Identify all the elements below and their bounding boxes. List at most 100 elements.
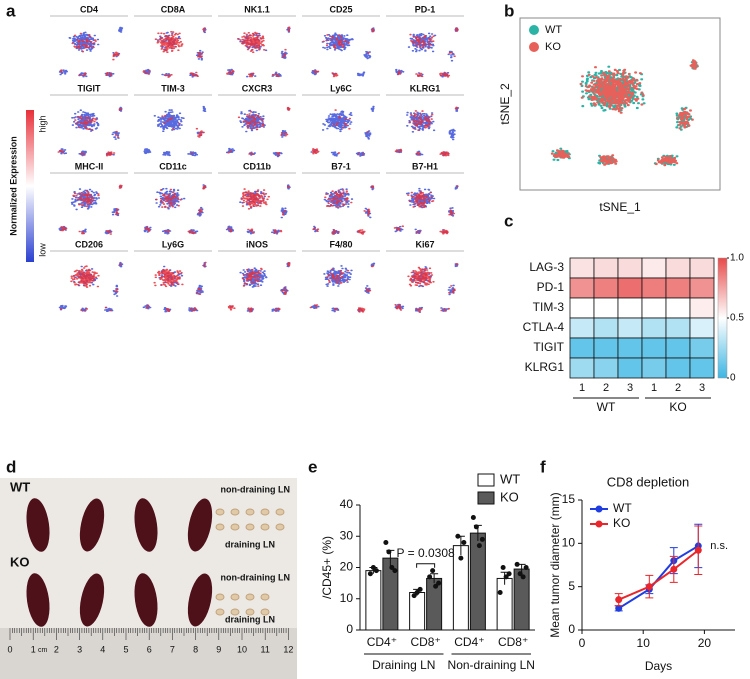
ln-label: non-draining LN bbox=[221, 484, 291, 494]
ruler-label: 2 bbox=[54, 644, 59, 654]
tsne-cells bbox=[225, 184, 291, 235]
lymph-node bbox=[245, 608, 255, 616]
ruler-label: 11 bbox=[261, 644, 270, 654]
data-point bbox=[430, 568, 436, 574]
lymph-node bbox=[230, 608, 240, 616]
x-tick-label: 20 bbox=[698, 636, 712, 650]
row-label: TIGIT bbox=[533, 340, 564, 354]
ruler-label: 7 bbox=[170, 644, 175, 654]
tsne-cells bbox=[310, 105, 375, 157]
chart-title: CD8 depletion bbox=[607, 474, 689, 489]
data-point bbox=[414, 590, 420, 595]
lymph-node bbox=[230, 593, 240, 601]
lymph-node bbox=[245, 508, 255, 516]
tsne-xlabel: tSNE_1 bbox=[599, 200, 641, 214]
marker-label: Ly6C bbox=[330, 83, 352, 93]
tsne-cells-high bbox=[145, 261, 207, 312]
bar bbox=[409, 592, 426, 631]
column-label: 2 bbox=[603, 382, 609, 394]
tsne-cells bbox=[394, 263, 459, 313]
marker-label: Ly6G bbox=[162, 239, 184, 249]
ln-label: draining LN bbox=[225, 614, 275, 624]
y-tick-label: 5 bbox=[568, 579, 575, 593]
column-label: 1 bbox=[579, 382, 585, 394]
colorbar-label: 0.5 bbox=[730, 313, 744, 324]
panel-letter: f bbox=[540, 457, 546, 476]
tsne-cells-high bbox=[394, 263, 459, 313]
y-tick-label: 10 bbox=[340, 591, 354, 605]
ruler-label: 12 bbox=[283, 644, 293, 654]
heatmap-cell bbox=[569, 357, 595, 379]
legend-swatch bbox=[529, 42, 539, 52]
x-tick-label: CD8⁺ bbox=[498, 635, 528, 649]
spleen bbox=[26, 498, 50, 552]
tsne-cells bbox=[395, 27, 459, 78]
data-point bbox=[523, 565, 529, 570]
series-line bbox=[618, 549, 699, 601]
data-point bbox=[694, 546, 702, 554]
spleen bbox=[26, 573, 50, 627]
data-point bbox=[427, 574, 433, 580]
marker-label: Ki67 bbox=[415, 239, 434, 249]
row-label: TIM-3 bbox=[533, 300, 565, 314]
marker-label: CXCR3 bbox=[242, 83, 273, 93]
annotation: n.s. bbox=[710, 540, 728, 552]
data-point bbox=[520, 574, 526, 580]
legend-swatch bbox=[477, 491, 495, 505]
heatmap-cell bbox=[641, 357, 667, 379]
ruler-label: 5 bbox=[123, 644, 128, 654]
heatmap-cell bbox=[641, 317, 667, 339]
group-label: WT bbox=[597, 400, 616, 414]
data-point bbox=[455, 533, 461, 539]
row-label: CTLA-4 bbox=[523, 320, 565, 334]
tsne-cells-high bbox=[313, 28, 375, 78]
p-value: P = 0.0308 bbox=[397, 546, 455, 560]
lymph-node bbox=[215, 608, 225, 616]
tsne-cells bbox=[394, 185, 459, 234]
legend-marker bbox=[595, 520, 603, 528]
marker-label: TIGIT bbox=[78, 83, 101, 93]
heatmap-cell bbox=[617, 317, 643, 339]
spleen bbox=[79, 498, 105, 552]
tsne-cells-high bbox=[394, 106, 459, 157]
tsne-cells-high bbox=[311, 109, 369, 155]
lymph-node bbox=[215, 508, 225, 516]
heatmap-cell bbox=[665, 257, 691, 279]
tsne-points bbox=[551, 61, 699, 166]
tsne-cells bbox=[58, 106, 123, 157]
heatmap-cell bbox=[641, 257, 667, 279]
data-point bbox=[389, 565, 395, 570]
y-tick-label: 10 bbox=[562, 536, 576, 550]
panel-letter: c bbox=[504, 211, 513, 230]
heatmap-cell bbox=[689, 277, 715, 299]
column-label: 3 bbox=[627, 382, 633, 394]
heatmap-cell bbox=[617, 297, 643, 319]
x-tick-label: CD4⁺ bbox=[454, 635, 484, 649]
heatmap-cell bbox=[593, 337, 619, 359]
heatmap-cell bbox=[569, 337, 595, 359]
tsne-cells-high bbox=[312, 185, 375, 235]
x-tick-label: 0 bbox=[579, 636, 586, 650]
heatmap-cell bbox=[593, 357, 619, 379]
x-tick-label: 10 bbox=[637, 636, 651, 650]
marker-label: F4/80 bbox=[329, 239, 352, 249]
legend-swatch bbox=[477, 473, 495, 487]
group-label: KO bbox=[10, 554, 30, 569]
tsne-cells-high bbox=[60, 184, 123, 235]
data-point bbox=[392, 568, 398, 574]
ruler-label: 9 bbox=[216, 644, 221, 654]
marker-label: KLRG1 bbox=[410, 83, 441, 93]
lymph-node bbox=[245, 593, 255, 601]
panel-letter: d bbox=[6, 457, 16, 476]
group-label: WT bbox=[10, 479, 30, 494]
lymph-node bbox=[245, 523, 255, 531]
panel-letter: b bbox=[504, 1, 514, 20]
column-label: 3 bbox=[699, 382, 705, 394]
lymph-node bbox=[260, 523, 270, 531]
y-tick-label: 40 bbox=[340, 497, 354, 511]
heatmap-cell bbox=[665, 297, 691, 319]
tsne-cells bbox=[395, 107, 460, 157]
lymph-node bbox=[260, 608, 270, 616]
group-label: Non-draining LN bbox=[448, 658, 535, 672]
